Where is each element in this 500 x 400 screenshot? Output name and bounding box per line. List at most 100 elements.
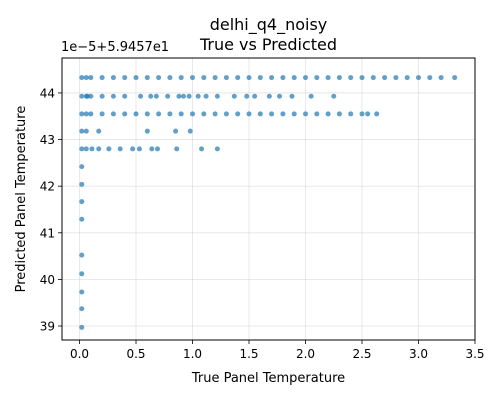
data-point <box>155 146 160 151</box>
data-point <box>145 111 150 116</box>
data-point <box>365 111 370 116</box>
data-point <box>427 75 432 80</box>
x-tick-label: 3.5 <box>465 347 484 361</box>
data-point <box>118 146 123 151</box>
data-point <box>79 164 84 169</box>
data-point <box>360 75 365 80</box>
data-point <box>348 111 353 116</box>
data-point <box>258 75 263 80</box>
data-point <box>331 94 336 99</box>
y-axis-offset-label: 1e−5+5.9457e1 <box>61 40 169 55</box>
data-point <box>167 75 172 80</box>
data-point <box>145 75 150 80</box>
data-point <box>79 289 84 294</box>
data-point <box>79 217 84 222</box>
data-point <box>292 111 297 116</box>
data-point <box>179 75 184 80</box>
data-point <box>252 94 257 99</box>
data-point <box>247 111 252 116</box>
y-tick-label: 42 <box>40 180 55 194</box>
data-point <box>201 75 206 80</box>
data-point <box>84 111 89 116</box>
data-point <box>280 111 285 116</box>
data-point <box>224 111 229 116</box>
data-point <box>79 253 84 258</box>
data-point <box>79 306 84 311</box>
data-point <box>348 75 353 80</box>
y-tick-label: 41 <box>40 226 55 240</box>
data-point <box>371 75 376 80</box>
data-point <box>181 94 186 99</box>
data-point <box>84 75 89 80</box>
data-point <box>167 111 172 116</box>
y-axis-ticks: 394041424344 <box>40 86 62 333</box>
data-point <box>100 75 105 80</box>
data-point <box>267 94 272 99</box>
data-point <box>224 75 229 80</box>
data-point <box>138 94 143 99</box>
data-point <box>134 75 139 80</box>
data-point <box>84 146 89 151</box>
data-point <box>137 146 142 151</box>
data-point <box>190 111 195 116</box>
data-point <box>269 111 274 116</box>
data-point <box>79 182 84 187</box>
y-tick-label: 43 <box>40 133 55 147</box>
data-point <box>258 111 263 116</box>
data-point <box>416 75 421 80</box>
data-point <box>134 111 139 116</box>
x-tick-label: 0.5 <box>126 347 145 361</box>
data-point <box>106 146 111 151</box>
data-point <box>88 111 93 116</box>
x-axis-label: True Panel Temperature <box>191 371 345 386</box>
x-tick-label: 1.0 <box>183 347 202 361</box>
data-point <box>269 75 274 80</box>
data-point <box>89 146 94 151</box>
data-point <box>247 75 252 80</box>
data-point <box>309 94 314 99</box>
data-point <box>215 146 220 151</box>
data-point <box>303 111 308 116</box>
data-point <box>235 75 240 80</box>
data-point <box>122 94 127 99</box>
y-tick-label: 39 <box>40 320 55 334</box>
data-point <box>360 111 365 116</box>
data-point <box>145 129 150 134</box>
data-point <box>79 325 84 330</box>
data-point <box>277 94 282 99</box>
data-point <box>79 94 84 99</box>
x-tick-label: 1.5 <box>239 347 258 361</box>
grid-layer <box>62 58 475 340</box>
data-point <box>235 111 240 116</box>
chart-title: delhi_q4_noisy <box>210 15 328 35</box>
data-point <box>130 146 135 151</box>
data-point <box>111 111 116 116</box>
data-point <box>122 111 127 116</box>
data-point <box>326 111 331 116</box>
data-point <box>289 94 294 99</box>
data-point <box>303 75 308 80</box>
data-point <box>213 75 218 80</box>
data-point <box>100 111 105 116</box>
data-point <box>79 146 84 151</box>
data-point <box>165 94 170 99</box>
data-point <box>201 111 206 116</box>
data-point <box>382 75 387 80</box>
data-point <box>204 94 209 99</box>
data-point <box>111 75 116 80</box>
chart-subtitle: True vs Predicted <box>199 35 337 54</box>
data-point <box>187 94 192 99</box>
data-point <box>79 199 84 204</box>
data-point <box>188 129 193 134</box>
data-point <box>154 94 159 99</box>
data-point <box>439 75 444 80</box>
data-point <box>96 146 101 151</box>
y-axis-label: Predicted Panel Temperature <box>14 106 29 293</box>
data-point <box>156 75 161 80</box>
data-point <box>100 94 105 99</box>
data-point <box>326 75 331 80</box>
data-point <box>374 111 379 116</box>
data-point <box>149 146 154 151</box>
data-point <box>280 75 285 80</box>
